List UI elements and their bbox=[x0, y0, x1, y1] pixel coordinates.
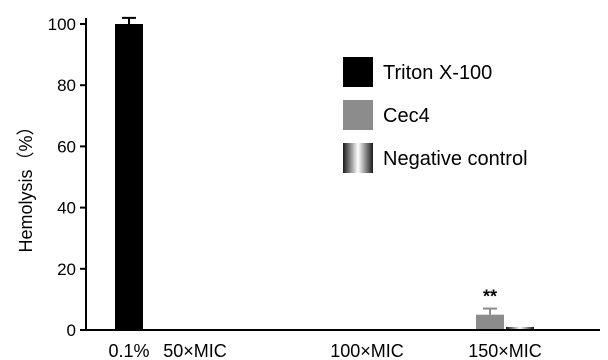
x-category-label: 0.1% bbox=[108, 341, 149, 360]
bar bbox=[115, 24, 143, 330]
legend-swatch bbox=[343, 143, 373, 173]
y-axis-title: Hemolysis（%） bbox=[16, 117, 36, 252]
legend: Triton X-100 Cec4 Negative control bbox=[343, 57, 528, 173]
significance-label: ** bbox=[483, 287, 497, 307]
y-tick-label: 40 bbox=[57, 199, 76, 218]
y-tick-label: 80 bbox=[57, 76, 76, 95]
legend-swatch bbox=[343, 57, 373, 87]
y-axis: 0 20 40 60 80 100 bbox=[48, 15, 87, 340]
x-axis: 0.1% 50×MIC 100×MIC 150×MIC bbox=[86, 329, 600, 360]
legend-swatch bbox=[343, 100, 373, 130]
legend-label: Triton X-100 bbox=[383, 62, 492, 84]
bar bbox=[506, 326, 534, 330]
y-tick-label: 0 bbox=[67, 321, 76, 340]
y-tick-label: 60 bbox=[57, 137, 76, 156]
x-category-label: 150×MIC bbox=[468, 341, 542, 360]
bar bbox=[476, 314, 504, 330]
bars-group: ** bbox=[115, 16, 534, 330]
x-category-label: 50×MIC bbox=[163, 341, 227, 360]
y-tick-label: 20 bbox=[57, 260, 76, 279]
legend-label: Negative control bbox=[383, 148, 528, 170]
x-category-label: 100×MIC bbox=[330, 341, 404, 360]
legend-label: Cec4 bbox=[383, 105, 430, 127]
y-tick-label: 100 bbox=[48, 15, 76, 34]
